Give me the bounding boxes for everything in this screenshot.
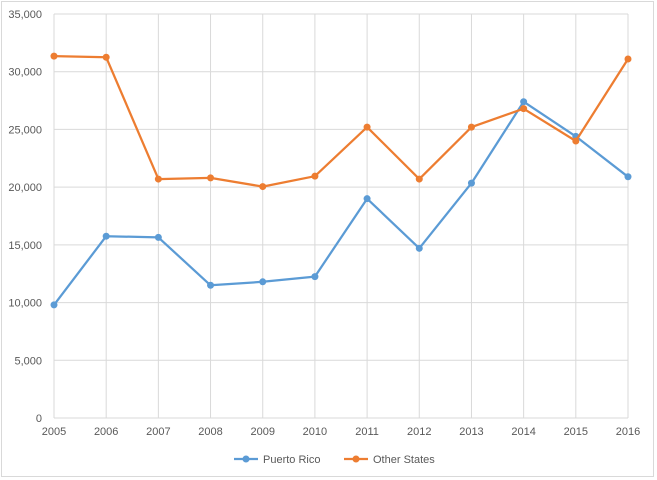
data-point-other-states	[207, 174, 215, 182]
x-tick-label: 2007	[146, 426, 170, 438]
data-point-puerto-rico	[311, 273, 319, 281]
data-point-puerto-rico	[363, 195, 371, 203]
y-tick-label: 15,000	[8, 240, 42, 252]
data-point-other-states	[311, 172, 319, 180]
data-point-other-states	[624, 55, 632, 63]
series-line-puerto-rico	[52, 100, 630, 307]
data-point-other-states	[50, 52, 58, 60]
x-tick-label: 2012	[407, 426, 431, 438]
data-point-puerto-rico	[50, 301, 58, 309]
y-tick-label: 25,000	[8, 124, 42, 136]
x-tick-label: 2014	[511, 426, 535, 438]
data-point-puerto-rico	[624, 173, 632, 181]
x-tick-label: 2016	[616, 426, 640, 438]
y-tick-label: 20,000	[8, 182, 42, 194]
axes: 0 5,000 10,000 15,000 20,000 25,000 30,000 35,0…	[8, 9, 640, 438]
data-point-puerto-rico	[520, 98, 528, 106]
data-point-puerto-rico	[415, 244, 423, 252]
data-point-other-states	[415, 175, 423, 183]
series-line-other-states	[52, 54, 630, 188]
y-tick-label: 30,000	[8, 67, 42, 79]
data-point-other-states	[259, 183, 267, 191]
data-point-puerto-rico	[259, 278, 267, 286]
series	[50, 52, 632, 309]
x-tick-label: 2011	[355, 426, 379, 438]
x-tick-label: 2015	[564, 426, 588, 438]
legend-label-puerto-rico: Puerto Rico	[263, 454, 320, 466]
data-point-other-states	[102, 53, 110, 61]
x-tick-label: 2010	[303, 426, 327, 438]
data-point-puerto-rico	[102, 232, 110, 240]
data-point-other-states	[154, 175, 162, 183]
x-tick-label: 2013	[459, 426, 483, 438]
y-tick-label: 5,000	[14, 355, 42, 367]
x-tick-label: 2008	[198, 426, 222, 438]
data-point-other-states	[520, 105, 528, 113]
gridlines	[53, 13, 629, 419]
x-tick-label: 2005	[42, 426, 66, 438]
legend-marker-puerto-rico	[242, 455, 250, 463]
legend-marker-other-states	[352, 455, 360, 463]
data-point-puerto-rico	[467, 179, 475, 187]
y-tick-label: 10,000	[8, 298, 42, 310]
legend: Puerto Rico Other States	[234, 454, 435, 466]
data-point-other-states	[467, 123, 475, 131]
x-tick-label: 2006	[94, 426, 118, 438]
x-tick-label: 2009	[250, 426, 274, 438]
data-point-other-states	[363, 123, 371, 131]
data-point-other-states	[572, 137, 580, 145]
data-point-puerto-rico	[154, 233, 162, 241]
legend-label-other-states: Other States	[373, 454, 435, 466]
y-tick-label: 35,000	[8, 9, 42, 21]
y-tick-label: 0	[36, 413, 42, 425]
data-point-puerto-rico	[207, 281, 215, 289]
